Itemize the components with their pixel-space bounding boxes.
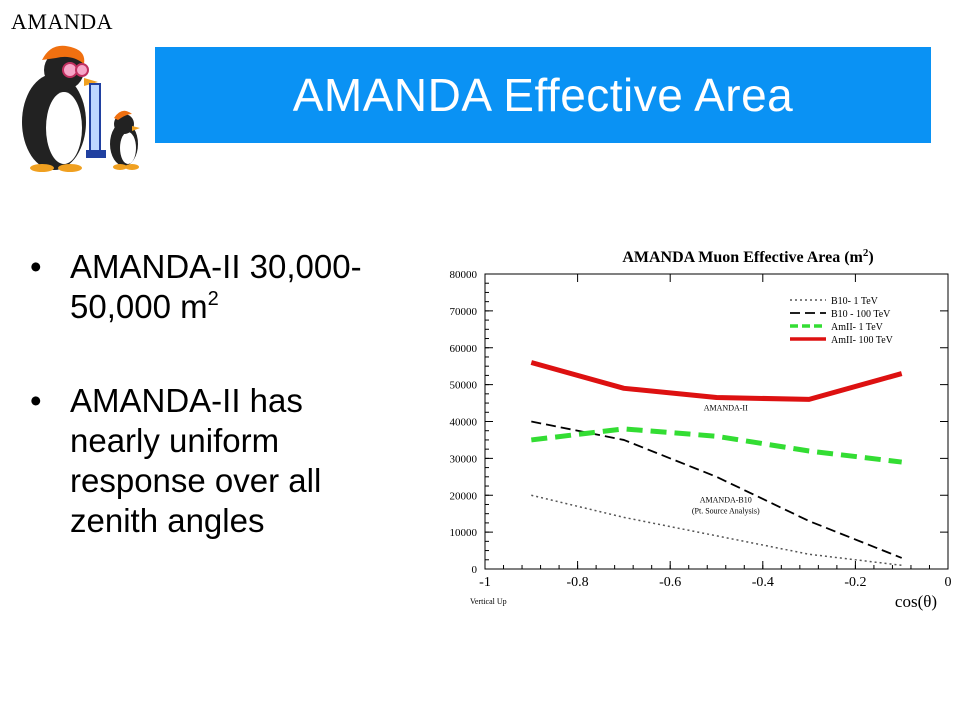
- penguin-scientist-icon: [22, 45, 140, 172]
- y-tick-label: 60000: [450, 343, 478, 355]
- chart-annotation: AMANDA-B10: [700, 496, 752, 505]
- series-line: [531, 426, 902, 465]
- chart-annotation: AMANDA-II: [704, 403, 748, 412]
- bullet-text: AMANDA-II 30,000-50,000 m2: [70, 248, 362, 325]
- legend-label: B10 - 100 TeV: [831, 309, 891, 320]
- x-tick-label: -0.8: [567, 575, 589, 590]
- x-tick-label: -0.2: [844, 575, 866, 590]
- slide-title: AMANDA Effective Area: [292, 69, 794, 121]
- bullet-text: AMANDA-II has nearly uniform response ov…: [70, 382, 322, 539]
- legend-label: B10- 1 TeV: [831, 296, 879, 307]
- bullet-list: • AMANDA-II 30,000-50,000 m2 • AMANDA-II…: [30, 247, 430, 595]
- bullet-marker: •: [30, 248, 42, 285]
- y-tick-label: 80000: [450, 269, 478, 281]
- x-tick-label: -0.4: [752, 575, 774, 590]
- x-axis-note: Vertical Up: [470, 597, 507, 606]
- series-line: [530, 360, 903, 402]
- bullet-item: • AMANDA-II has nearly uniform response …: [30, 381, 430, 541]
- logo-text: AMANDA: [11, 9, 113, 34]
- effective-area-chart: AMANDA Muon Effective Area (m2) 0 10000 20…: [450, 247, 952, 611]
- chart-annotation: (Pt. Source Analysis): [692, 507, 760, 516]
- y-tick-label: 50000: [450, 380, 478, 392]
- bullet-marker: •: [30, 382, 42, 419]
- x-tick-label: 0: [945, 575, 952, 590]
- chart-title: AMANDA Muon Effective Area (m2): [622, 247, 873, 266]
- bullet-item: • AMANDA-II 30,000-50,000 m2: [30, 247, 430, 327]
- series-line: [531, 494, 902, 567]
- x-tick-label: -0.6: [659, 575, 681, 590]
- y-tick-label: 0: [472, 564, 478, 576]
- legend-label: AmII- 1 TeV: [831, 322, 884, 333]
- legend-label: AmII- 100 TeV: [831, 335, 894, 346]
- y-tick-label: 10000: [450, 527, 478, 539]
- y-tick-label: 30000: [450, 453, 478, 465]
- y-tick-label: 40000: [450, 417, 478, 429]
- x-tick-label: -1: [479, 575, 491, 590]
- series-line: [531, 420, 903, 559]
- x-axis-label: cos(θ): [895, 592, 937, 611]
- y-tick-label: 20000: [450, 490, 478, 502]
- y-tick-label: 70000: [450, 306, 478, 318]
- superscript: 2: [207, 288, 219, 310]
- title-bar: AMANDA Effective Area: [155, 47, 931, 143]
